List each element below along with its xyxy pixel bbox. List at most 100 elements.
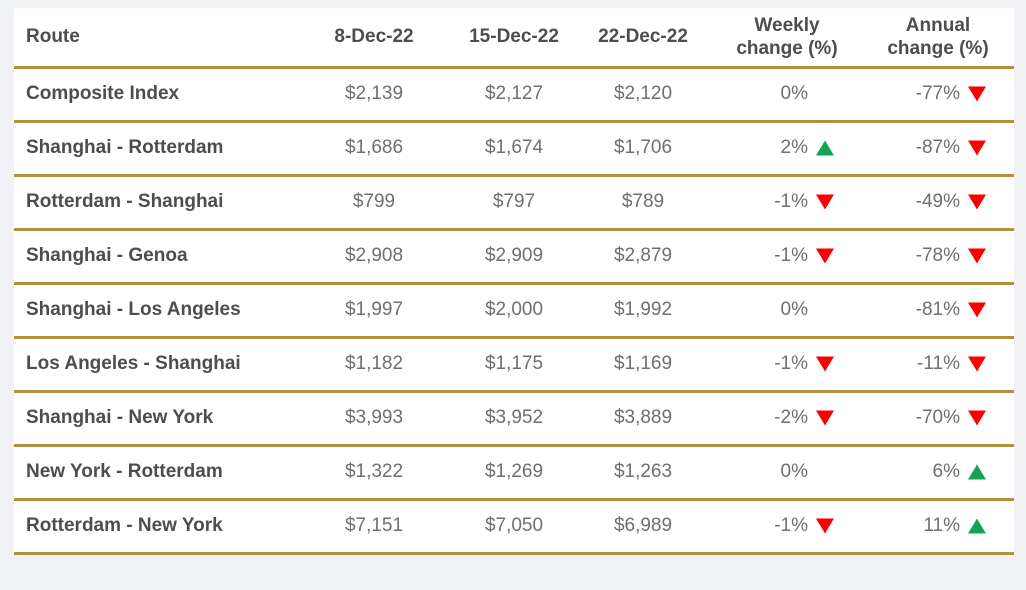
rate-22dec: $6,989 — [574, 499, 712, 555]
weekly-change-arrow-icon — [808, 140, 842, 156]
weekly-change-arrow-icon — [808, 248, 842, 264]
weekly-change-value: -1% — [774, 352, 808, 374]
rate-8dec: $1,182 — [294, 337, 454, 393]
annual-change-cell: 6% — [862, 445, 1014, 501]
weekly-change-value: 0% — [780, 298, 808, 320]
rate-22dec: $1,169 — [574, 337, 712, 393]
annual-change-value: -87% — [915, 136, 960, 158]
header-row: Route 8-Dec-22 15-Dec-22 22-Dec-22 Weekl… — [14, 8, 1014, 69]
rate-15dec: $2,000 — [454, 283, 574, 339]
weekly-change-cell: -1% — [712, 499, 862, 555]
annual-change-cell: -78% — [862, 229, 1014, 285]
rate-22dec: $3,889 — [574, 391, 712, 447]
weekly-change-value: -1% — [774, 514, 808, 536]
column-header-route: Route — [14, 8, 294, 69]
rate-8dec: $1,997 — [294, 283, 454, 339]
rate-8dec: $7,151 — [294, 499, 454, 555]
column-header-weekly-change: Weekly change (%) — [712, 8, 862, 69]
rate-8dec: $1,322 — [294, 445, 454, 501]
annual-change-cell: -70% — [862, 391, 1014, 447]
rate-15dec: $2,909 — [454, 229, 574, 285]
table-row-rotterdam-shanghai: Rotterdam - Shanghai $799 $797 $789 -1% … — [14, 175, 1014, 231]
weekly-change-value: -2% — [774, 406, 808, 428]
table-row-new-york-rotterdam: New York - Rotterdam $1,322 $1,269 $1,26… — [14, 445, 1014, 501]
rate-15dec: $2,127 — [454, 67, 574, 123]
weekly-change-value: 0% — [780, 460, 808, 482]
weekly-change-arrow-icon — [808, 410, 842, 426]
route-name: Shanghai - New York — [14, 391, 294, 447]
annual-change-cell: -49% — [862, 175, 1014, 231]
rate-22dec: $1,706 — [574, 121, 712, 177]
annual-change-cell: -77% — [862, 67, 1014, 123]
table-row-shanghai-rotterdam: Shanghai - Rotterdam $1,686 $1,674 $1,70… — [14, 121, 1014, 177]
table-header: Route 8-Dec-22 15-Dec-22 22-Dec-22 Weekl… — [14, 8, 1014, 69]
column-header-annual-change-label: Annual change (%) — [887, 14, 989, 59]
column-header-weekly-change-label: Weekly change (%) — [736, 14, 838, 59]
rate-8dec: $1,686 — [294, 121, 454, 177]
weekly-change-cell: 0% — [712, 67, 862, 123]
rate-8dec: $3,993 — [294, 391, 454, 447]
rate-15dec: $7,050 — [454, 499, 574, 555]
weekly-change-cell: -1% — [712, 229, 862, 285]
column-header-8dec: 8-Dec-22 — [294, 8, 454, 69]
column-header-15dec: 15-Dec-22 — [454, 8, 574, 69]
route-name: Shanghai - Los Angeles — [14, 283, 294, 339]
column-header-22dec: 22-Dec-22 — [574, 8, 712, 69]
table-row-shanghai-los-angeles: Shanghai - Los Angeles $1,997 $2,000 $1,… — [14, 283, 1014, 339]
annual-change-arrow-icon — [960, 194, 994, 210]
weekly-change-arrow-icon — [808, 356, 842, 372]
annual-change-value: 11% — [923, 514, 960, 536]
rate-15dec: $1,175 — [454, 337, 574, 393]
annual-change-arrow-icon — [960, 356, 994, 372]
column-header-annual-change: Annual change (%) — [862, 8, 1014, 69]
annual-change-arrow-icon — [960, 86, 994, 102]
rate-15dec: $1,674 — [454, 121, 574, 177]
weekly-change-cell: 0% — [712, 445, 862, 501]
annual-change-cell: -11% — [862, 337, 1014, 393]
table-row-rotterdam-new-york: Rotterdam - New York $7,151 $7,050 $6,98… — [14, 499, 1014, 555]
weekly-change-arrow-icon — [808, 518, 842, 534]
annual-change-cell: -87% — [862, 121, 1014, 177]
weekly-change-arrow-icon — [808, 464, 842, 480]
rate-22dec: $2,879 — [574, 229, 712, 285]
annual-change-value: 6% — [932, 460, 960, 482]
annual-change-arrow-icon — [960, 248, 994, 264]
weekly-change-cell: -2% — [712, 391, 862, 447]
annual-change-value: -81% — [915, 298, 960, 320]
annual-change-value: -70% — [915, 406, 960, 428]
annual-change-arrow-icon — [960, 464, 994, 480]
weekly-change-value: -1% — [774, 190, 808, 212]
weekly-change-arrow-icon — [808, 302, 842, 318]
rate-8dec: $2,139 — [294, 67, 454, 123]
weekly-change-value: 2% — [780, 136, 808, 158]
rate-8dec: $799 — [294, 175, 454, 231]
rate-22dec: $1,263 — [574, 445, 712, 501]
route-name: Composite Index — [14, 67, 294, 123]
table-row-shanghai-new-york: Shanghai - New York $3,993 $3,952 $3,889… — [14, 391, 1014, 447]
table-row-composite-index: Composite Index $2,139 $2,127 $2,120 0% … — [14, 67, 1014, 123]
route-name: Rotterdam - Shanghai — [14, 175, 294, 231]
rate-15dec: $797 — [454, 175, 574, 231]
table-row-shanghai-genoa: Shanghai - Genoa $2,908 $2,909 $2,879 -1… — [14, 229, 1014, 285]
rates-table-card: Route 8-Dec-22 15-Dec-22 22-Dec-22 Weekl… — [14, 8, 1014, 555]
annual-change-value: -49% — [915, 190, 960, 212]
rate-22dec: $789 — [574, 175, 712, 231]
annual-change-value: -78% — [915, 244, 960, 266]
table-body: Composite Index $2,139 $2,127 $2,120 0% … — [14, 67, 1014, 555]
weekly-change-cell: 0% — [712, 283, 862, 339]
route-name: New York - Rotterdam — [14, 445, 294, 501]
route-name: Shanghai - Genoa — [14, 229, 294, 285]
annual-change-arrow-icon — [960, 302, 994, 318]
freight-rate-table: Route 8-Dec-22 15-Dec-22 22-Dec-22 Weekl… — [14, 8, 1014, 555]
annual-change-arrow-icon — [960, 410, 994, 426]
weekly-change-cell: 2% — [712, 121, 862, 177]
weekly-change-cell: -1% — [712, 337, 862, 393]
route-name: Los Angeles - Shanghai — [14, 337, 294, 393]
rate-15dec: $1,269 — [454, 445, 574, 501]
weekly-change-arrow-icon — [808, 194, 842, 210]
table-row-los-angeles-shanghai: Los Angeles - Shanghai $1,182 $1,175 $1,… — [14, 337, 1014, 393]
rate-15dec: $3,952 — [454, 391, 574, 447]
route-name: Rotterdam - New York — [14, 499, 294, 555]
annual-change-arrow-icon — [960, 518, 994, 534]
route-name: Shanghai - Rotterdam — [14, 121, 294, 177]
